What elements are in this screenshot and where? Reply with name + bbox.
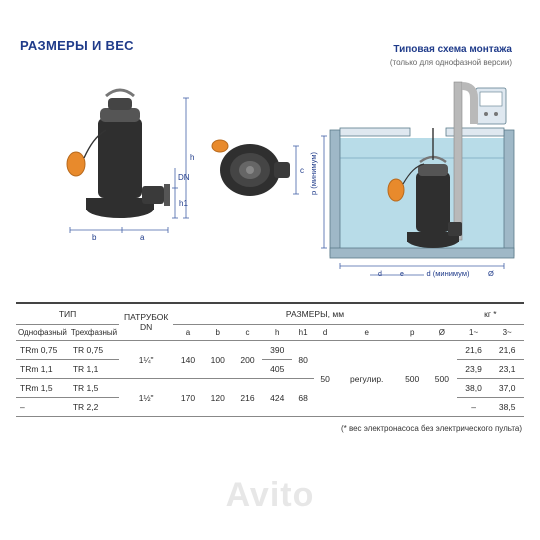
th-single: Однофазный xyxy=(16,325,69,341)
diagram-installation: p (минимум) e d d (минимум) Ø xyxy=(309,82,514,278)
install-title: Типовая схема монтажа xyxy=(393,44,512,55)
th-b: b xyxy=(203,325,233,341)
dim-label-h1: h1 xyxy=(179,199,188,208)
table-cell: 500 xyxy=(397,341,427,417)
table-cell: 424 xyxy=(262,379,292,417)
table-cell: 23,1 xyxy=(490,360,524,379)
table-cell: 38,0 xyxy=(457,379,491,398)
table-cell: TR 1,1 xyxy=(69,360,119,379)
th-type-group: ТИП xyxy=(16,303,119,325)
footnote: (* вес электронасоса без электрического … xyxy=(341,424,522,433)
table-cell: 1½" xyxy=(119,379,173,417)
dim-label-h: h xyxy=(190,153,194,162)
table-cell: 120 xyxy=(203,379,233,417)
th-h: h xyxy=(262,325,292,341)
table-cell: 170 xyxy=(173,379,203,417)
table-cell: 200 xyxy=(233,341,263,379)
table-cell: 216 xyxy=(233,379,263,417)
table-cell: – xyxy=(457,398,491,417)
diagram-top-view: c xyxy=(212,140,304,196)
th-dims-group: РАЗМЕРЫ, мм xyxy=(173,303,457,325)
install-subtitle: (только для однофазной версии) xyxy=(390,58,512,67)
th-h1: h1 xyxy=(292,325,314,341)
table-cell: TR 2,2 xyxy=(69,398,119,417)
th-three: Трехфазный xyxy=(69,325,119,341)
dim-label-a: a xyxy=(140,233,145,242)
dim-label-diam: Ø xyxy=(488,269,494,278)
table-cell: регулир. xyxy=(336,341,397,417)
table-cell: TR 0,75 xyxy=(69,341,119,360)
watermark: Avito xyxy=(226,476,315,515)
table-cell: 140 xyxy=(173,341,203,379)
th-kg: кг * xyxy=(457,303,524,325)
table-cell: TRm 1,5 xyxy=(16,379,69,398)
table-cell: 100 xyxy=(203,341,233,379)
table-cell: TRm 1,1 xyxy=(16,360,69,379)
table-cell: 500 xyxy=(427,341,457,417)
table-cell: – xyxy=(16,398,69,417)
dim-label-diam-bot: d (минимум) xyxy=(427,269,470,278)
table-cell: TRm 0,75 xyxy=(16,341,69,360)
th-e: e xyxy=(336,325,397,341)
table-cell: 50 xyxy=(314,341,336,417)
table-cell: 390 xyxy=(262,341,292,360)
dimensions-table-wrap: ТИП ПАТРУБОК DN РАЗМЕРЫ, мм кг * Однофаз… xyxy=(16,302,524,417)
table-cell: 80 xyxy=(292,341,314,379)
th-d: d xyxy=(314,325,336,341)
table-cell: 21,6 xyxy=(457,341,491,360)
table-cell: 68 xyxy=(292,379,314,417)
table-cell: 21,6 xyxy=(490,341,524,360)
dim-label-b: b xyxy=(92,233,97,242)
table-cell: 37,0 xyxy=(490,379,524,398)
dim-label-dn: DN xyxy=(178,173,190,182)
th-p: p xyxy=(397,325,427,341)
diagrams-svg: h h1 DN b a c xyxy=(0,70,540,290)
table-cell: 1¼" xyxy=(119,341,173,379)
table-cell: 405 xyxy=(262,360,292,379)
th-dn: ПАТРУБОК DN xyxy=(119,303,173,341)
svg-text:d: d xyxy=(378,271,382,278)
dim-label-p: p (минимум) xyxy=(309,152,318,195)
th-w1: 1~ xyxy=(457,325,491,341)
table-cell: TR 1,5 xyxy=(69,379,119,398)
svg-text:e: e xyxy=(400,271,404,278)
table-cell: 38,5 xyxy=(490,398,524,417)
section-title: РАЗМЕРЫ И ВЕС xyxy=(20,38,134,53)
dimensions-table: ТИП ПАТРУБОК DN РАЗМЕРЫ, мм кг * Однофаз… xyxy=(16,302,524,417)
dim-label-c: c xyxy=(300,166,304,175)
th-c: c xyxy=(233,325,263,341)
table-row: TRm 0,75TR 0,751¼"1401002003908050регули… xyxy=(16,341,524,360)
th-a: a xyxy=(173,325,203,341)
table-cell: 23,9 xyxy=(457,360,491,379)
diagram-side-view: h h1 DN b a xyxy=(67,90,194,242)
th-w3: 3~ xyxy=(490,325,524,341)
th-diam: Ø xyxy=(427,325,457,341)
